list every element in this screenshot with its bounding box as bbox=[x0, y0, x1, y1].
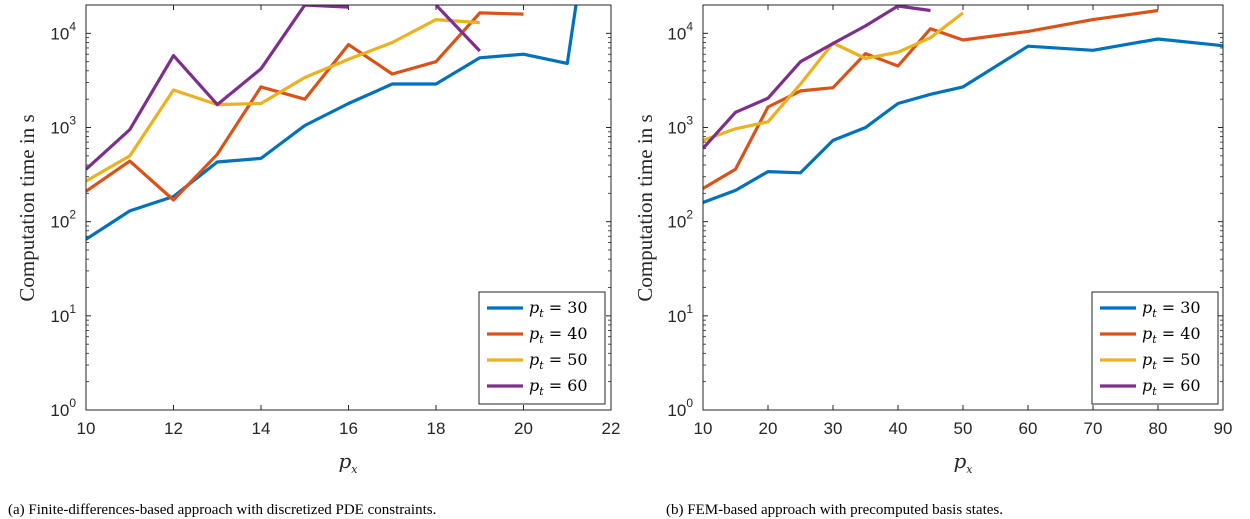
legend-entry: pt = 60 bbox=[529, 376, 588, 398]
legend-entry: pt = 40 bbox=[1142, 324, 1201, 346]
chart-panel-b: 10 20 30 40 50 60 70 80 90 100 101 102 103 104 Comput… bbox=[633, 4, 1233, 518]
caption-a: (a) Finite-differences-based approach wi… bbox=[8, 502, 436, 518]
x-tick-label: 10 bbox=[77, 419, 96, 438]
series-line-pt50 bbox=[86, 18, 480, 183]
y-tick-label: 104 bbox=[667, 19, 693, 43]
y-tick-label: 100 bbox=[50, 396, 76, 420]
y-tick-label: 102 bbox=[50, 208, 76, 232]
plot-frame-b bbox=[702, 4, 1224, 411]
y-tick-label: 101 bbox=[667, 302, 693, 326]
x-tick-label: 80 bbox=[1149, 419, 1168, 438]
plot-frame-a bbox=[85, 4, 612, 411]
x-tick-label: 20 bbox=[514, 419, 533, 438]
x-tick-label: 18 bbox=[427, 419, 446, 438]
x-tick-label: 30 bbox=[824, 419, 843, 438]
y-axis-label-a: Computation time in s bbox=[15, 114, 39, 301]
y-tick-label: 102 bbox=[667, 208, 693, 232]
y-tick-label: 103 bbox=[667, 114, 693, 138]
y-axis-label-b: Computation time in s bbox=[633, 114, 657, 301]
legend-entry: pt = 50 bbox=[1142, 350, 1201, 372]
x-tick-label: 10 bbox=[694, 419, 713, 438]
legend-entry: pt = 60 bbox=[1142, 376, 1201, 398]
series-line-pt60 bbox=[703, 5, 931, 150]
x-tick-label: 60 bbox=[1019, 419, 1038, 438]
legend-entry: pt = 40 bbox=[529, 324, 588, 346]
x-tick-label: 16 bbox=[339, 419, 358, 438]
axis-ticks-b: 10 20 30 40 50 60 70 80 90 100 101 102 103 104 bbox=[667, 4, 1233, 438]
x-tick-label: 14 bbox=[252, 419, 271, 438]
legend-entry: pt = 30 bbox=[1142, 298, 1201, 320]
series-line-pt60 bbox=[86, 5, 349, 171]
series-lines-b bbox=[703, 5, 1223, 204]
y-tick-label: 100 bbox=[667, 396, 693, 420]
caption-b: (b) FEM-based approach with precomputed … bbox=[666, 502, 1003, 518]
series-line-pt30 bbox=[86, 5, 578, 241]
x-tick-label: 22 bbox=[602, 419, 621, 438]
x-tick-label: 20 bbox=[759, 419, 778, 438]
y-tick-label: 101 bbox=[50, 302, 76, 326]
y-tick-label: 103 bbox=[50, 114, 76, 138]
axis-ticks-a: 10 12 14 16 18 20 22 100 101 102 103 104 bbox=[50, 4, 621, 438]
series-line-pt60 bbox=[434, 5, 481, 53]
chart-panel-a: 10 12 14 16 18 20 22 100 101 102 103 104 Computatio… bbox=[8, 4, 621, 518]
x-tick-label: 40 bbox=[889, 419, 908, 438]
y-tick-label: 104 bbox=[50, 19, 76, 43]
x-tick-label: 70 bbox=[1084, 419, 1103, 438]
legend-entry: pt = 30 bbox=[529, 298, 588, 320]
series-line-pt40 bbox=[86, 11, 524, 202]
x-axis-label-b: px bbox=[953, 449, 973, 476]
legend-b: pt = 30 pt = 40 pt = 50 pt = 60 bbox=[1091, 291, 1219, 405]
legend-a: pt = 30 pt = 40 pt = 50 pt = 60 bbox=[478, 291, 606, 405]
x-tick-label: 90 bbox=[1214, 419, 1233, 438]
x-axis-label-a: px bbox=[338, 449, 358, 476]
series-line-pt30 bbox=[703, 37, 1223, 204]
legend-entry: pt = 50 bbox=[529, 350, 588, 372]
series-lines-a bbox=[86, 5, 578, 241]
series-line-pt40 bbox=[703, 8, 1159, 190]
x-tick-label: 50 bbox=[954, 419, 973, 438]
x-tick-label: 12 bbox=[164, 419, 183, 438]
